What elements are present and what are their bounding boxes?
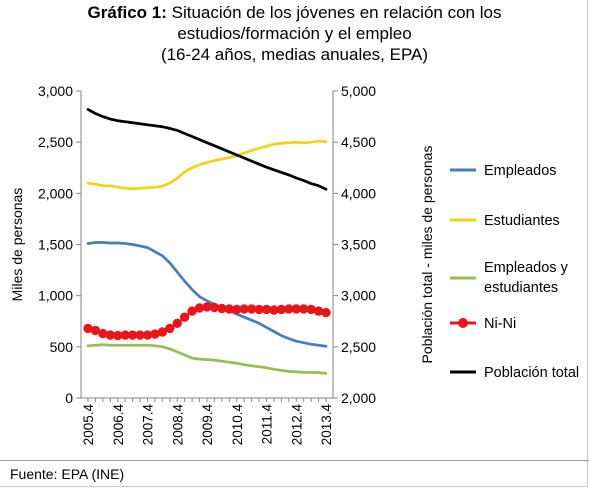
y-tick-label-right: 5,000 [341, 83, 376, 99]
y-axis-title-left: Miles de personas [9, 188, 25, 302]
x-tick-label: 2009.4 [200, 404, 215, 446]
legend-label-1: Empleados [484, 163, 557, 179]
x-tick-label: 2013.4 [319, 404, 334, 446]
y-tick-label-left: 3,000 [38, 83, 73, 99]
title-prefix: Gráfico 1: [87, 3, 167, 22]
title-line-3: (16-24 años, medias anuales, EPA) [160, 45, 429, 64]
y-tick-label-right: 3,500 [341, 237, 376, 253]
x-tick-label: 2011.4 [260, 404, 275, 445]
y-tick-label-left: 0 [65, 390, 73, 406]
series-point-4 [98, 328, 108, 339]
series-point-4 [165, 323, 175, 334]
title-text-1: Situación de los jóvenes en relación con… [171, 3, 502, 22]
y-tick-label-right: 4,000 [341, 185, 376, 201]
series-point-4 [313, 306, 324, 316]
series-line-2 [86, 139, 328, 191]
y-tick-label-left: 1,000 [38, 288, 73, 304]
x-tick-label: 2012.4 [289, 404, 304, 446]
series-line-3 [86, 343, 328, 375]
y-tick-label-right: 4,500 [341, 134, 376, 150]
y-tick-label-right: 3,000 [341, 288, 376, 304]
legend-label-4: Ni-Ni [484, 316, 516, 332]
y-tick-label-left: 1,500 [38, 237, 73, 253]
series-point-4 [321, 307, 331, 318]
legend-label-2: Estudiantes [484, 213, 560, 229]
y-tick-label-left: 500 [50, 339, 74, 355]
series-line-5 [86, 108, 328, 191]
y-tick-label-right: 2,000 [341, 390, 376, 406]
y-axis-title-right: Población total - miles de personas [419, 146, 435, 364]
x-tick-label: 2005.4 [81, 404, 96, 446]
series-point-4 [157, 327, 168, 337]
y-tick-label-left: 2,000 [38, 185, 73, 201]
chart-title: Gráfico 1: Situación de los jóvenes en r… [0, 2, 589, 65]
title-line-2: estudios/formación y el empleo [177, 24, 412, 43]
x-tick-label: 2008.4 [170, 404, 185, 446]
title-line-1: Gráfico 1: Situación de los jóvenes en r… [0, 2, 589, 23]
chart-footer: Fuente: EPA (INE) [0, 460, 589, 488]
legend-marker-4 [458, 318, 468, 328]
y-tick-label-left: 2,500 [38, 134, 73, 150]
legend-label-3: Empleados y estudiantes [484, 260, 569, 296]
x-tick-label: 2010.4 [230, 404, 245, 446]
y-tick-label-right: 2,500 [341, 339, 376, 355]
x-tick-label: 2007.4 [141, 404, 156, 446]
x-tick-label: 2006.4 [111, 404, 126, 446]
series-line-1 [86, 241, 328, 348]
legend-label-5: Población total [484, 365, 579, 381]
series-point-4 [306, 304, 316, 315]
series-point-4 [172, 318, 182, 328]
series-point-4 [179, 312, 190, 322]
source-note: Fuente: EPA (INE) [10, 466, 125, 482]
